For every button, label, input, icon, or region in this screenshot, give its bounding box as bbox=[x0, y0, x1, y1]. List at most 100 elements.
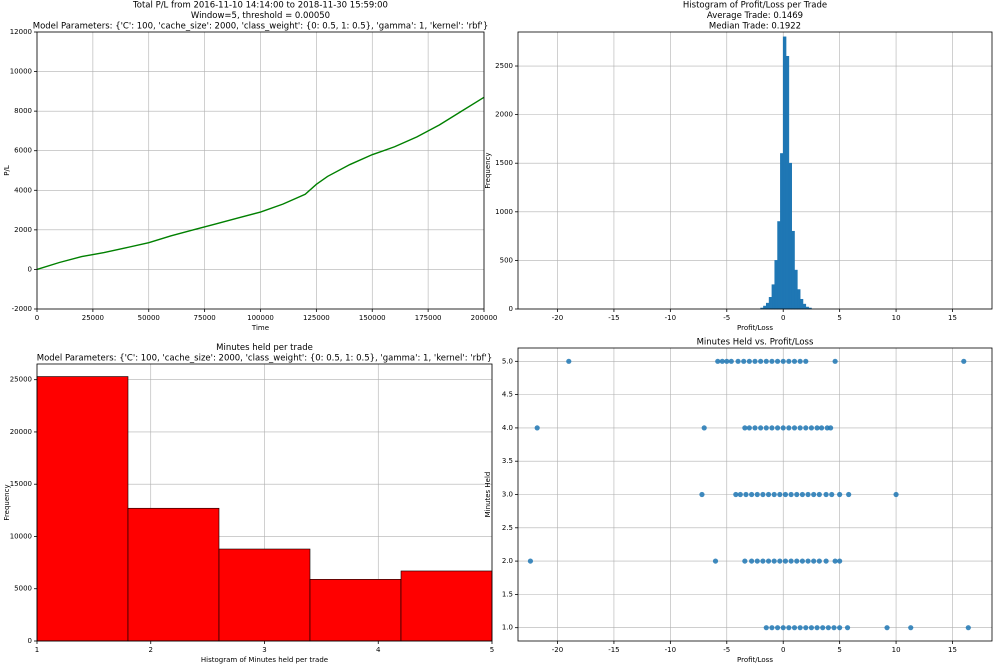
y-tick-label: 4.5 bbox=[502, 391, 513, 399]
point bbox=[828, 425, 834, 431]
point bbox=[774, 425, 781, 431]
point bbox=[794, 491, 800, 498]
x-tick-label: -10 bbox=[665, 314, 676, 322]
bar bbox=[802, 303, 807, 310]
point bbox=[791, 625, 798, 631]
x-tick-label: 15 bbox=[948, 646, 957, 654]
x-tick-label: -10 bbox=[665, 646, 676, 654]
x-axis-label: Histogram of Minutes held per trade bbox=[201, 656, 328, 664]
x-tick-label: 0 bbox=[35, 314, 39, 322]
bar bbox=[780, 153, 784, 310]
point bbox=[884, 625, 890, 631]
y-axis-label: Frequency bbox=[484, 152, 492, 188]
bar bbox=[763, 305, 767, 310]
x-tick-label: 1 bbox=[35, 646, 39, 654]
point bbox=[786, 425, 792, 431]
point bbox=[823, 491, 829, 498]
point bbox=[719, 358, 725, 364]
point bbox=[799, 558, 806, 564]
point bbox=[774, 358, 781, 364]
x-tick-label: 15 bbox=[948, 314, 957, 322]
point bbox=[808, 425, 815, 431]
y-tick-label: 0 bbox=[28, 637, 32, 645]
point bbox=[805, 558, 811, 564]
y-tick-label: 1.5 bbox=[502, 590, 513, 598]
point bbox=[797, 358, 803, 364]
point bbox=[803, 625, 809, 631]
point bbox=[735, 358, 741, 364]
point bbox=[774, 625, 781, 631]
bar bbox=[785, 55, 790, 310]
y-tick-label: 25000 bbox=[10, 376, 32, 384]
x-tick-label: 25000 bbox=[82, 314, 104, 322]
point bbox=[733, 491, 739, 498]
point bbox=[788, 491, 794, 498]
point bbox=[811, 558, 817, 564]
chart-title: Minutes held per trade bbox=[216, 343, 313, 353]
axes-frame bbox=[517, 347, 993, 642]
x-tick-label: 50000 bbox=[138, 314, 160, 322]
x-tick-label: 5 bbox=[490, 646, 494, 654]
point bbox=[794, 558, 800, 564]
point bbox=[754, 491, 760, 498]
line bbox=[36, 96, 485, 271]
x-tick-label: 3 bbox=[262, 646, 266, 654]
point bbox=[742, 558, 748, 564]
point bbox=[780, 625, 786, 631]
bar bbox=[768, 297, 773, 310]
x-tick-label: 2 bbox=[149, 646, 153, 654]
point bbox=[961, 358, 967, 364]
y-tick-label: 3.0 bbox=[502, 491, 513, 499]
point bbox=[805, 491, 811, 498]
y-tick-label: 10000 bbox=[10, 68, 32, 76]
x-tick-label: -15 bbox=[608, 314, 619, 322]
y-axis-label: P/L bbox=[3, 165, 11, 176]
x-tick-label: 0 bbox=[781, 314, 785, 322]
point bbox=[763, 358, 769, 364]
point bbox=[769, 425, 775, 431]
point bbox=[893, 491, 899, 498]
plot-area bbox=[518, 32, 992, 309]
bar bbox=[794, 269, 798, 310]
point bbox=[699, 491, 705, 498]
point bbox=[527, 558, 534, 564]
y-tick-label: 2500 bbox=[495, 62, 513, 70]
point bbox=[791, 358, 798, 364]
point bbox=[786, 358, 792, 364]
point bbox=[746, 425, 752, 431]
x-tick-label: 175000 bbox=[415, 314, 442, 322]
point bbox=[749, 558, 755, 564]
point bbox=[715, 358, 721, 364]
x-axis-label: Profit/Loss bbox=[737, 324, 773, 332]
point bbox=[742, 425, 748, 431]
x-tick-label: -20 bbox=[552, 646, 563, 654]
bar bbox=[797, 289, 801, 310]
point bbox=[797, 425, 803, 431]
point bbox=[831, 625, 837, 631]
x-tick-label: 75000 bbox=[193, 314, 215, 322]
x-axis-label: Time bbox=[251, 324, 269, 332]
point bbox=[534, 425, 540, 431]
point bbox=[811, 491, 817, 498]
point bbox=[760, 491, 766, 498]
point bbox=[769, 625, 775, 631]
point bbox=[837, 491, 843, 498]
point bbox=[844, 625, 851, 631]
chart-title: Model Parameters: {'C': 100, 'cache_size… bbox=[37, 354, 492, 364]
point bbox=[743, 491, 749, 498]
point bbox=[803, 358, 809, 364]
point bbox=[814, 425, 820, 431]
y-tick-label: 2000 bbox=[495, 111, 513, 119]
bar bbox=[765, 302, 770, 310]
bar bbox=[771, 284, 776, 310]
point bbox=[701, 425, 707, 431]
point bbox=[837, 558, 843, 564]
y-tick-label: 12000 bbox=[10, 28, 32, 36]
point bbox=[808, 625, 815, 631]
x-tick-label: -20 bbox=[552, 314, 563, 322]
y-tick-label: 4.0 bbox=[502, 424, 513, 432]
point bbox=[777, 558, 783, 564]
y-tick-label: 20000 bbox=[10, 428, 32, 436]
point bbox=[765, 558, 772, 564]
